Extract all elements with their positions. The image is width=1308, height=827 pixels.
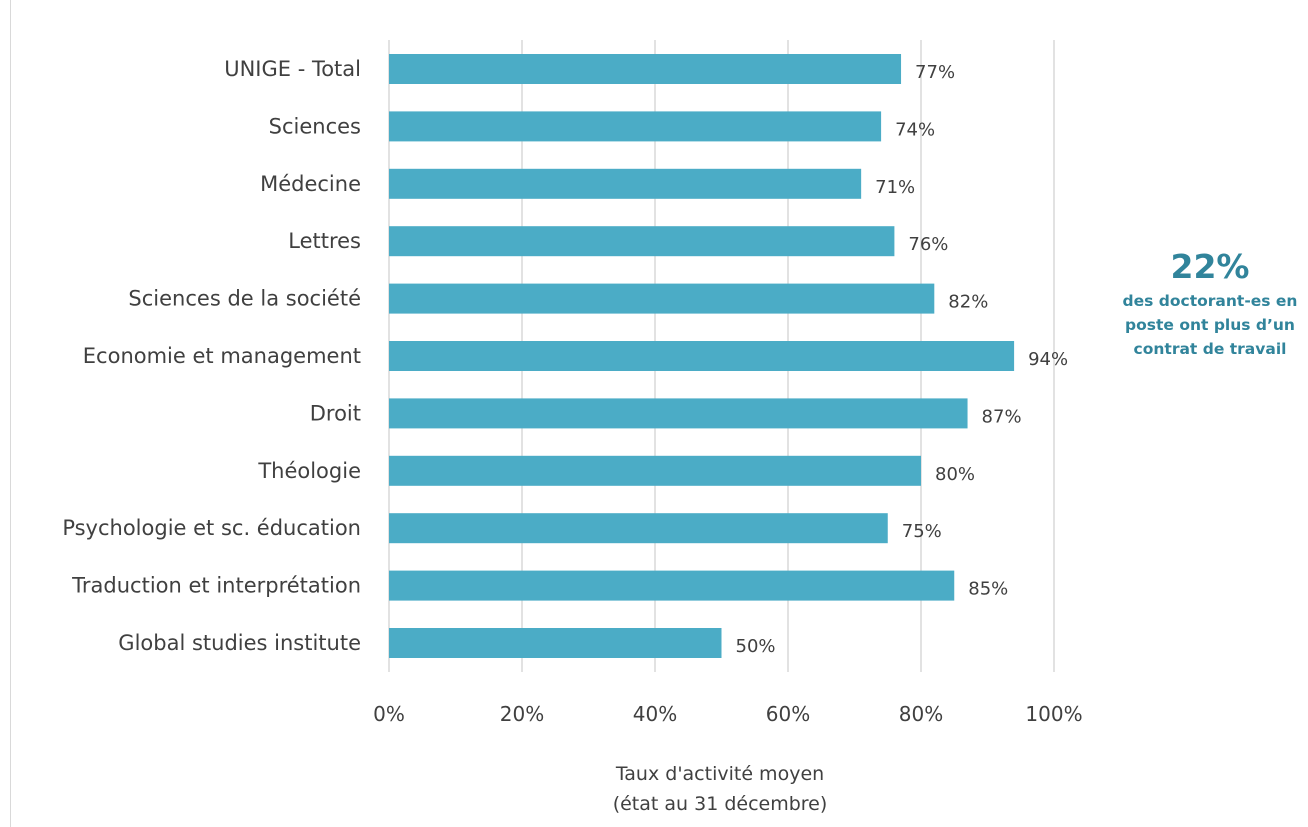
category-label: Economie et management xyxy=(83,344,361,368)
data-label: 85% xyxy=(968,579,1008,600)
bar xyxy=(389,111,882,142)
data-label: 87% xyxy=(982,406,1022,427)
callout-text: des doctorant-es en poste ont plus d’un … xyxy=(1122,292,1298,358)
callout-value: 22% xyxy=(1170,247,1250,286)
data-label: 77% xyxy=(915,62,955,83)
bar xyxy=(389,168,862,199)
category-label: UNIGE - Total xyxy=(224,57,361,81)
bar xyxy=(389,226,895,257)
data-label: 71% xyxy=(875,177,915,198)
data-label: 50% xyxy=(736,636,776,657)
bar xyxy=(389,570,955,601)
x-tick-label: 100% xyxy=(1025,702,1082,726)
x-tick-label: 60% xyxy=(766,702,810,726)
bar xyxy=(389,54,902,84)
bar xyxy=(389,398,968,429)
frame-left-border xyxy=(10,0,11,827)
category-label: Théologie xyxy=(257,459,361,483)
category-label: Sciences de la société xyxy=(128,287,361,311)
bar xyxy=(389,283,935,314)
bar xyxy=(389,455,921,486)
bar xyxy=(389,341,1015,371)
data-label: 74% xyxy=(895,119,935,140)
x-tick-label: 40% xyxy=(633,702,677,726)
category-label: Médecine xyxy=(260,172,361,196)
category-label: Psychologie et sc. éducation xyxy=(62,516,361,540)
x-axis-title-line2: (état au 31 décembre) xyxy=(613,793,828,815)
data-label: 75% xyxy=(902,521,942,542)
highlight-callout: 22% des doctorant-es en poste ont plus d… xyxy=(1112,245,1308,361)
data-label: 94% xyxy=(1028,349,1068,370)
x-axis-title-line1: Taux d'activité moyen xyxy=(615,763,824,785)
x-tick-label: 0% xyxy=(373,702,405,726)
category-label: Droit xyxy=(310,401,361,425)
bar xyxy=(389,628,722,658)
category-label: Global studies institute xyxy=(118,631,361,655)
category-label: Traduction et interprétation xyxy=(71,574,361,598)
category-label: Lettres xyxy=(288,229,361,253)
x-tick-label: 80% xyxy=(899,702,943,726)
category-label: Sciences xyxy=(269,114,361,138)
x-tick-label: 20% xyxy=(500,702,544,726)
data-label: 80% xyxy=(935,464,975,485)
data-label: 76% xyxy=(908,234,948,255)
data-label: 82% xyxy=(948,292,988,313)
bar xyxy=(389,513,888,544)
